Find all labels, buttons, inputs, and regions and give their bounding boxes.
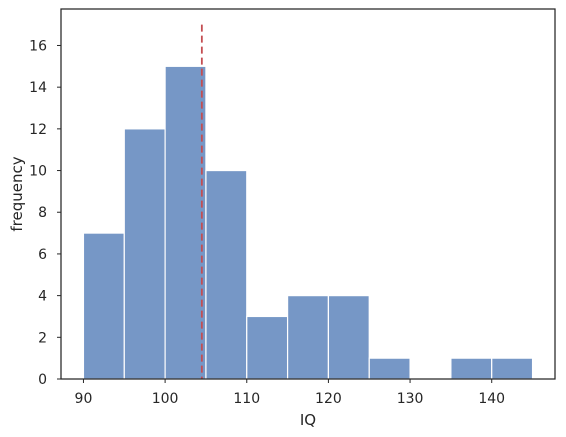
y-tick-label: 4 <box>38 289 47 305</box>
x-tick-label: 140 <box>478 391 505 407</box>
histogram-bar-115-120 <box>286 295 330 380</box>
bars-group <box>82 65 534 380</box>
histogram-bar-90-95 <box>82 232 125 380</box>
histogram-bar-105-110 <box>205 169 248 380</box>
histogram-bar-95-100 <box>123 128 166 380</box>
y-tick-label: 12 <box>29 122 47 138</box>
histogram-bar-100-105 <box>164 65 207 380</box>
y-tick-label: 2 <box>38 330 47 346</box>
y-tick-label: 16 <box>29 38 47 54</box>
x-tick-label: 130 <box>397 391 424 407</box>
y-tick-label: 6 <box>38 247 47 263</box>
x-tick-label: 100 <box>152 391 179 407</box>
x-tick-label: 110 <box>233 391 260 407</box>
x-axis-ticks: 90 100 110 120 130 140 <box>75 379 505 407</box>
histogram-bar-110-115 <box>246 315 289 380</box>
y-tick-label: 10 <box>29 164 47 180</box>
x-tick-label: 120 <box>315 391 342 407</box>
y-tick-label: 0 <box>38 372 47 388</box>
histogram-bar-135-140 <box>450 357 493 380</box>
y-tick-label: 8 <box>38 205 47 221</box>
y-axis-label: frequency <box>8 156 26 231</box>
histogram-bar-140-145 <box>491 357 534 380</box>
histogram-bar-120-125 <box>327 295 370 380</box>
histogram-bar-125-130 <box>368 357 411 380</box>
y-tick-label: 14 <box>29 80 47 96</box>
y-axis-ticks: 0 2 4 6 8 10 12 14 16 <box>29 38 61 388</box>
x-axis-label: IQ <box>300 411 316 429</box>
x-tick-label: 90 <box>75 391 93 407</box>
plot-frame <box>60 8 556 380</box>
